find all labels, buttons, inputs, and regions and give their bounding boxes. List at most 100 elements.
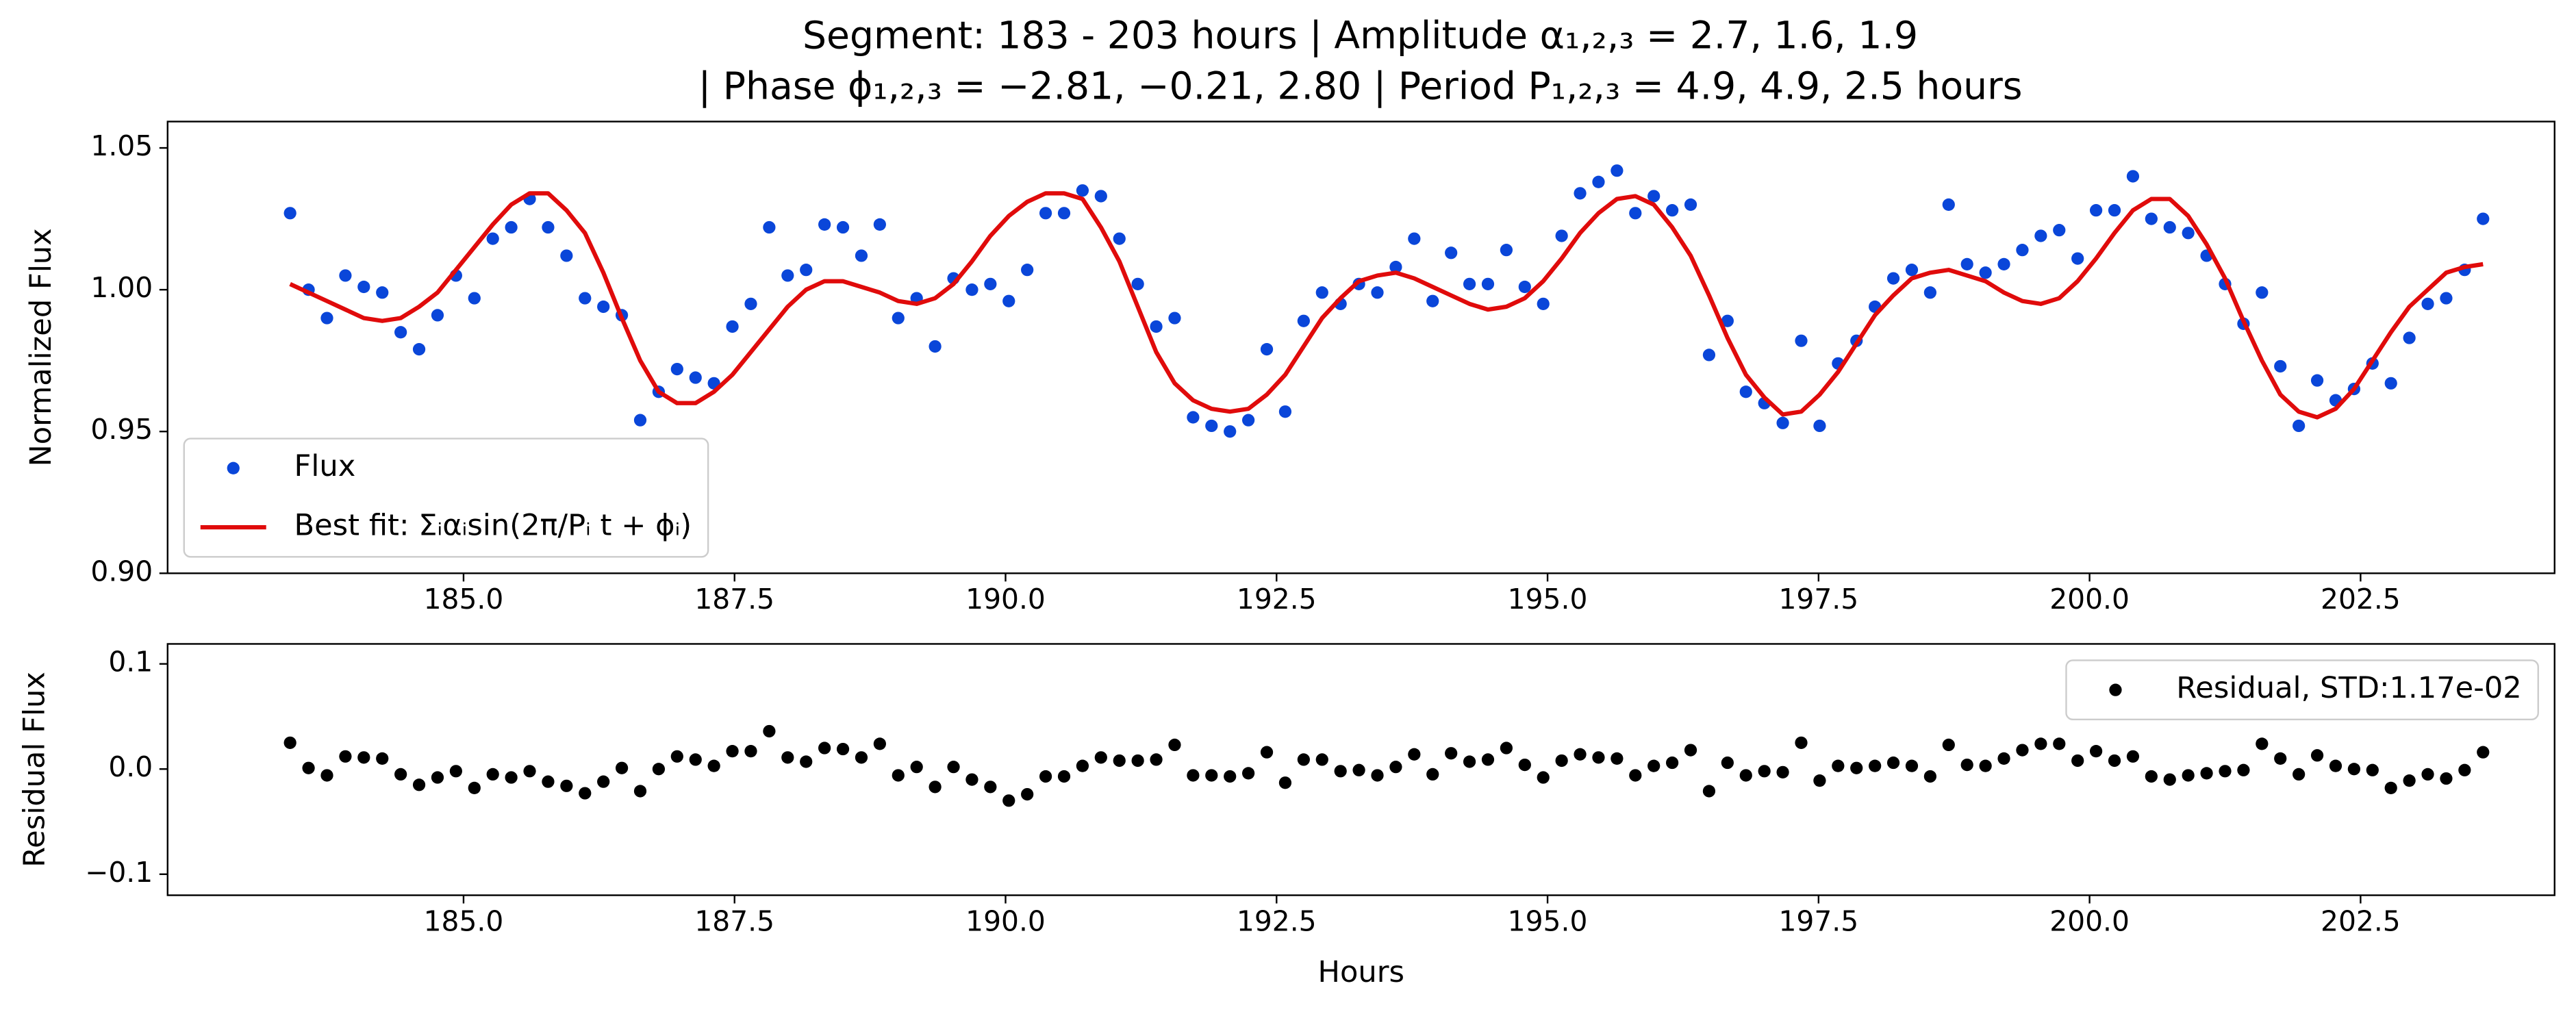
data-point — [2071, 754, 2084, 768]
data-point — [1702, 348, 1716, 362]
data-point — [412, 778, 426, 791]
data-point — [1445, 246, 1458, 259]
legend-box — [2065, 659, 2539, 721]
data-point — [1500, 244, 1513, 257]
data-point — [652, 763, 666, 776]
data-point — [560, 249, 573, 262]
data-point — [597, 775, 610, 788]
data-point — [744, 297, 757, 310]
data-point — [2182, 227, 2195, 240]
data-point — [873, 218, 886, 231]
data-point — [1278, 776, 1292, 789]
data-point — [283, 736, 296, 749]
data-point — [2108, 754, 2121, 768]
data-point — [1131, 754, 1144, 768]
data-point — [2256, 286, 2269, 299]
data-point — [2034, 737, 2047, 750]
data-point — [1721, 314, 1734, 327]
x-tick-label: 185.0 — [424, 904, 504, 937]
data-point — [689, 753, 702, 766]
data-point — [1869, 759, 1882, 772]
data-point — [2034, 229, 2047, 242]
data-point — [542, 220, 555, 234]
data-point — [689, 371, 702, 384]
data-point — [1021, 787, 1034, 801]
data-point — [1352, 763, 1365, 776]
data-point — [1076, 759, 1089, 772]
data-point — [1684, 744, 1697, 757]
legend-box — [183, 438, 709, 558]
data-point — [1371, 769, 1384, 782]
data-point — [670, 750, 683, 763]
data-point — [1518, 758, 1531, 772]
data-point — [1629, 769, 1642, 782]
data-point — [2145, 212, 2158, 225]
data-point — [431, 771, 444, 784]
data-point — [1997, 752, 2010, 765]
x-tick-label: 197.5 — [1778, 904, 1858, 937]
data-point — [394, 326, 407, 339]
data-point — [633, 414, 647, 427]
data-point — [1979, 759, 1992, 772]
data-point — [2458, 763, 2471, 776]
data-point — [1813, 774, 1826, 787]
data-point — [2071, 252, 2084, 265]
legend: Flux Best fit: Σᵢαᵢsin(2π/Pᵢ t + ϕᵢ) — [183, 438, 709, 558]
data-point — [1076, 184, 1089, 197]
data-point — [1168, 738, 1181, 752]
x-tick-label: 192.5 — [1237, 583, 1317, 616]
data-point — [2219, 765, 2232, 778]
data-point — [1905, 759, 1919, 772]
data-point — [984, 277, 997, 290]
data-point — [1260, 342, 1274, 356]
data-point — [1389, 260, 1402, 274]
data-point — [1592, 175, 1605, 188]
data-point — [1242, 767, 1255, 780]
data-point — [633, 785, 647, 798]
data-point — [1150, 753, 1163, 766]
data-point — [1094, 190, 1107, 203]
data-point — [579, 787, 592, 800]
data-point — [2163, 220, 2176, 234]
data-point — [781, 751, 794, 764]
data-point — [1168, 312, 1181, 325]
x-tick-label: 200.0 — [2049, 904, 2130, 937]
data-point — [449, 765, 462, 778]
chart-title: | Phase ϕ₁,₂,₃ = −2.81, −0.21, 2.80 | Pe… — [698, 65, 2023, 109]
data-point — [1850, 761, 1863, 774]
x-tick-label: 187.5 — [694, 583, 774, 616]
data-point — [892, 769, 905, 782]
data-point — [1021, 264, 1034, 277]
data-point — [1463, 277, 1476, 290]
data-point — [1278, 405, 1292, 418]
data-point — [597, 300, 610, 314]
data-point — [2053, 224, 2066, 237]
plot-area — [283, 724, 2490, 807]
data-point — [1094, 751, 1107, 764]
data-point — [763, 724, 776, 738]
data-point — [2163, 773, 2176, 786]
data-point — [781, 269, 794, 282]
data-point — [1408, 232, 1421, 245]
data-point — [1426, 294, 1439, 307]
x-tick-label: 185.0 — [424, 583, 504, 616]
legend-swatch — [2109, 683, 2122, 696]
data-point — [1389, 761, 1402, 774]
y-axis-label: Residual Flux — [17, 672, 51, 867]
data-point — [1923, 286, 1937, 299]
data-point — [2310, 749, 2324, 762]
data-point — [339, 269, 352, 282]
data-point — [505, 771, 518, 784]
data-point — [1758, 765, 1771, 778]
data-point — [2274, 359, 2287, 373]
data-point — [2347, 763, 2360, 776]
data-point — [1574, 187, 1587, 200]
legend-label: Flux — [294, 449, 356, 483]
data-point — [357, 751, 370, 764]
data-point — [1224, 770, 1237, 783]
data-point — [283, 207, 296, 220]
data-point — [1002, 294, 1015, 307]
data-point — [2366, 763, 2379, 776]
data-point — [818, 218, 831, 231]
